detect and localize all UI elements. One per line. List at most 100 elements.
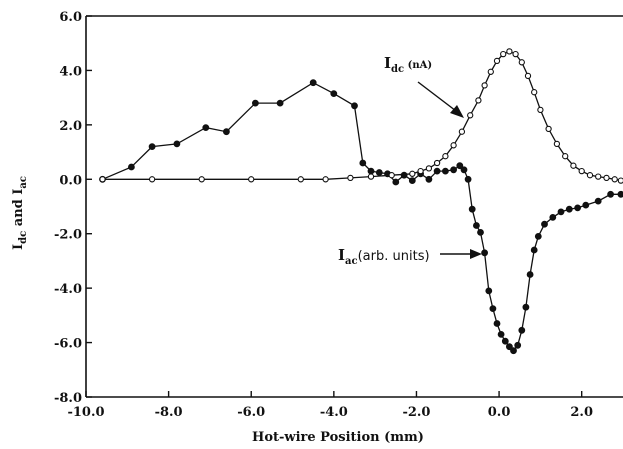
- iac-label-sub: ac: [345, 256, 358, 267]
- y-tick-label: 2.0: [59, 119, 82, 134]
- series-idc-point: [417, 167, 424, 175]
- series-iac-point: [252, 99, 259, 107]
- series-idc-point: [367, 173, 375, 180]
- series-idc-point: [506, 48, 513, 55]
- series-iac-point: [506, 343, 513, 351]
- series-idc-point: [545, 125, 552, 133]
- series-idc-point: [537, 106, 544, 114]
- series-idc-point: [297, 176, 304, 183]
- x-tick-label: 0.0: [488, 405, 511, 420]
- series-iac-point: [477, 229, 484, 236]
- series-iac-point: [400, 171, 408, 179]
- x-tick-label: -4.0: [320, 405, 348, 420]
- x-axis-title: Hot-wire Position (mm): [252, 430, 424, 445]
- series-idc-point: [493, 57, 501, 65]
- y-axis-title-sub1: dc: [18, 231, 29, 244]
- y-axis: 6.0 4.0 2.0 0.0 -2.0 -4.0 -6.0 -8.0: [54, 10, 92, 406]
- series-iac-point: [485, 287, 493, 295]
- series-idc-point: [248, 176, 255, 183]
- series-iac-point: [607, 190, 614, 198]
- series-idc-point: [553, 140, 561, 148]
- series-iac-point: [408, 177, 416, 185]
- series-idc-point: [611, 176, 618, 183]
- series-iac-point: [473, 222, 480, 229]
- y-axis-title-sub2: ac: [18, 176, 29, 189]
- series-iac-point: [541, 220, 548, 228]
- series-iac: [99, 79, 623, 355]
- x-tick-label: -2.0: [402, 405, 430, 420]
- series-idc-point: [409, 170, 416, 177]
- series-iac-point: [549, 214, 557, 221]
- series-iac-point: [202, 124, 210, 131]
- series-iac-point: [481, 249, 489, 257]
- series-iac-point: [518, 326, 526, 334]
- y-tick-label: -8.0: [54, 391, 82, 406]
- x-tick-label: -10.0: [67, 405, 104, 420]
- series-iac-point: [617, 190, 623, 198]
- y-tick-label: 6.0: [59, 10, 82, 25]
- idc-annotation: Idc (nA): [384, 54, 464, 118]
- series-idc-point: [531, 89, 538, 96]
- idc-label-sub: dc: [391, 64, 404, 75]
- series-idc-point: [512, 50, 519, 58]
- series-iac-point: [276, 99, 284, 107]
- series-layer: [99, 48, 623, 355]
- series-idc-point: [595, 173, 602, 180]
- series-iac-point: [309, 79, 317, 87]
- series-idc-point: [518, 59, 525, 66]
- series-idc-point: [500, 50, 507, 58]
- series-idc-point: [425, 165, 433, 172]
- series-iac-point: [359, 159, 367, 167]
- series-idc-point: [570, 162, 577, 169]
- series-iac-point: [468, 205, 476, 213]
- series-idc-point: [475, 97, 482, 104]
- series-idc-point: [99, 176, 106, 183]
- series-iac-point: [530, 246, 538, 254]
- series-iac-point: [594, 197, 602, 205]
- series-idc-point: [487, 68, 494, 75]
- series-iac-point: [510, 347, 517, 355]
- series-idc-point: [524, 72, 532, 80]
- series-idc-point: [578, 167, 585, 175]
- idc-label-unit: (nA): [404, 60, 432, 71]
- series-idc-point: [148, 176, 156, 183]
- y-tick-label: -2.0: [54, 228, 82, 243]
- series-iac-point: [534, 233, 542, 240]
- y-axis-title: Idc and Iac: [11, 176, 29, 250]
- y-axis-title-main1: I: [11, 244, 26, 250]
- series-iac-point: [514, 341, 522, 349]
- series-iac-point: [501, 337, 509, 345]
- series-iac-point: [456, 162, 464, 170]
- series-iac-line: [102, 81, 621, 352]
- series-iac-point: [367, 167, 375, 175]
- series-idc-point: [586, 172, 594, 179]
- iac-label: Iac(arb. units): [338, 246, 430, 267]
- series-iac-point: [574, 204, 581, 212]
- series-iac-point: [392, 178, 400, 186]
- series-idc-point: [198, 176, 205, 183]
- y-tick-label: 4.0: [59, 64, 82, 79]
- series-idc: [99, 48, 623, 184]
- iac-label-main: I: [338, 246, 345, 264]
- series-idc-point: [481, 82, 488, 89]
- series-iac-point: [526, 271, 534, 278]
- y-tick-label: -4.0: [54, 282, 82, 297]
- x-tick-label: 2.0: [570, 405, 593, 420]
- series-iac-point: [464, 175, 472, 183]
- series-iac-point: [493, 320, 501, 327]
- series-idc-point: [322, 176, 329, 183]
- series-iac-point: [128, 163, 135, 171]
- y-tick-label: 0.0: [59, 173, 82, 188]
- idc-arrowhead: [450, 105, 464, 118]
- series-idc-point: [562, 153, 569, 160]
- series-iac-point: [442, 167, 449, 175]
- series-iac-point: [433, 167, 441, 175]
- series-iac-point: [582, 201, 590, 209]
- series-idc-point: [458, 128, 466, 135]
- series-iac-point: [351, 102, 358, 110]
- series-idc-point: [467, 112, 474, 119]
- series-idc-point: [433, 159, 441, 167]
- series-iac-point: [450, 166, 458, 174]
- series-iac-point: [223, 128, 230, 136]
